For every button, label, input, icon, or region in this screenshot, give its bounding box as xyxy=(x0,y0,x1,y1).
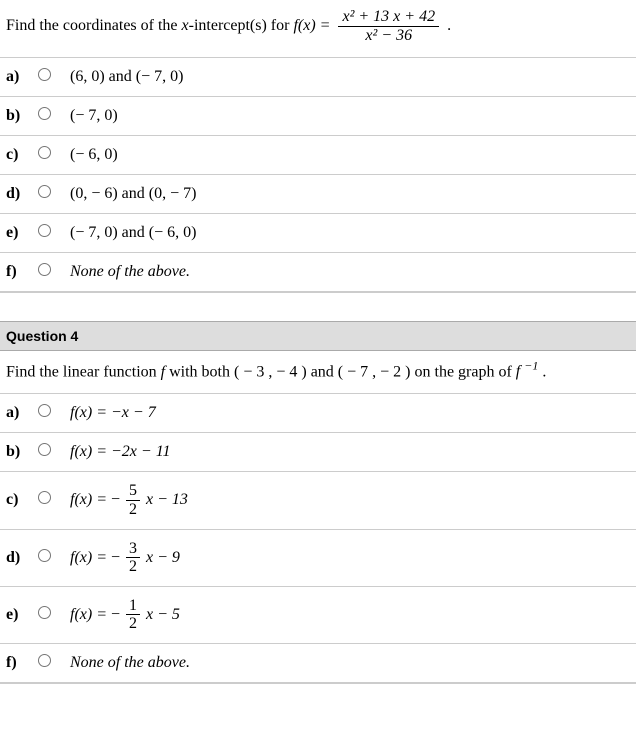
q3-option-d: d) (0, − 6) and (0, − 7) xyxy=(0,175,636,214)
q4-prompt-end: . xyxy=(542,363,546,380)
q3-prompt-func: f(x) = xyxy=(293,17,334,34)
option-text: f(x) = −2x − 11 xyxy=(64,433,636,472)
q3-radio-a[interactable] xyxy=(38,68,51,81)
option-text: f(x) = −x − 7 xyxy=(64,394,636,433)
q4-prompt-f: f xyxy=(161,363,169,380)
q4-option-e: e) f(x) = − 12 x − 5 xyxy=(0,586,636,643)
lhs: f(x) = xyxy=(70,491,111,508)
q4-header: Question 4 xyxy=(0,321,636,351)
q4-option-d: d) f(x) = − 32 x − 9 xyxy=(0,529,636,586)
num: 5 xyxy=(126,482,140,501)
lhs: f(x) = xyxy=(70,443,111,460)
option-text: (0, − 6) and (0, − 7) xyxy=(64,175,636,214)
option-label: e) xyxy=(0,214,32,253)
option-text: (6, 0) and (− 7, 0) xyxy=(64,58,636,97)
option-label: f) xyxy=(0,253,32,292)
q3-frac-den: x² − 36 xyxy=(338,27,439,45)
option-label: d) xyxy=(0,529,32,586)
option-text: None of the above. xyxy=(64,253,636,292)
den: 2 xyxy=(126,615,140,633)
num: 3 xyxy=(126,540,140,559)
q3-option-f: f) None of the above. xyxy=(0,253,636,292)
option-text: f(x) = − 52 x − 13 xyxy=(64,472,636,529)
pre: − xyxy=(111,548,124,565)
option-text: (− 7, 0) and (− 6, 0) xyxy=(64,214,636,253)
q3-radio-e[interactable] xyxy=(38,224,51,237)
spacer xyxy=(0,293,636,321)
q3-prompt: Find the coordinates of the x-intercept(… xyxy=(0,0,636,57)
q4-prompt-a: Find the linear function xyxy=(6,363,161,380)
q3-options: a) (6, 0) and (− 7, 0) b) (− 7, 0) c) (−… xyxy=(0,57,636,292)
q3-radio-b[interactable] xyxy=(38,107,51,120)
q4-prompt-inv: f −1 xyxy=(516,363,543,380)
option-text: f(x) = − 12 x − 5 xyxy=(64,586,636,643)
post: x − 13 xyxy=(142,491,188,508)
question-3: Find the coordinates of the x-intercept(… xyxy=(0,0,636,293)
option-label: a) xyxy=(0,394,32,433)
option-text: (− 6, 0) xyxy=(64,136,636,175)
option-text: (− 7, 0) xyxy=(64,97,636,136)
rhs: −2x − 11 xyxy=(111,443,171,460)
q3-radio-d[interactable] xyxy=(38,185,51,198)
fraction: 12 xyxy=(126,597,140,633)
pre: − xyxy=(111,605,124,622)
q3-fraction: x² + 13 x + 42 x² − 36 xyxy=(338,8,439,45)
q3-radio-f[interactable] xyxy=(38,263,51,276)
q4-radio-f[interactable] xyxy=(38,654,51,667)
option-text: f(x) = − 32 x − 9 xyxy=(64,529,636,586)
den: 2 xyxy=(126,501,140,519)
q4-option-b: b) f(x) = −2x − 11 xyxy=(0,433,636,472)
q3-option-e: e) (− 7, 0) and (− 6, 0) xyxy=(0,214,636,253)
q3-radio-c[interactable] xyxy=(38,146,51,159)
option-label: c) xyxy=(0,136,32,175)
lhs: f(x) = xyxy=(70,605,111,622)
rhs: −x − 7 xyxy=(111,404,156,421)
q4-option-c: c) f(x) = − 52 x − 13 xyxy=(0,472,636,529)
question-4: Find the linear function f with both ( −… xyxy=(0,351,636,684)
q3-prompt-prefix: Find the coordinates of the xyxy=(6,17,182,34)
q4-option-f: f) None of the above. xyxy=(0,643,636,682)
q3-option-b: b) (− 7, 0) xyxy=(0,97,636,136)
fraction: 32 xyxy=(126,540,140,576)
lhs: f(x) = xyxy=(70,404,111,421)
option-label: c) xyxy=(0,472,32,529)
num: 1 xyxy=(126,597,140,616)
option-label: d) xyxy=(0,175,32,214)
q3-prompt-suffix: . xyxy=(447,17,451,34)
post: x − 5 xyxy=(142,605,180,622)
q4-options: a) f(x) = −x − 7 b) f(x) = −2x − 11 c) f… xyxy=(0,393,636,683)
den: 2 xyxy=(126,558,140,576)
q4-radio-a[interactable] xyxy=(38,404,51,417)
q4-option-a: a) f(x) = −x − 7 xyxy=(0,394,636,433)
q3-option-c: c) (− 6, 0) xyxy=(0,136,636,175)
option-text: None of the above. xyxy=(64,643,636,682)
q4-prompt: Find the linear function f with both ( −… xyxy=(0,351,636,393)
lhs: f(x) = xyxy=(70,548,111,565)
q4-radio-d[interactable] xyxy=(38,549,51,562)
q3-prompt-mid: -intercept(s) for xyxy=(189,17,294,34)
option-label: b) xyxy=(0,433,32,472)
q4-radio-c[interactable] xyxy=(38,491,51,504)
option-label: b) xyxy=(0,97,32,136)
fraction: 52 xyxy=(126,482,140,518)
post: x − 9 xyxy=(142,548,180,565)
q3-prompt-var: x xyxy=(182,17,189,34)
q4-radio-b[interactable] xyxy=(38,443,51,456)
pre: − xyxy=(111,491,124,508)
q3-frac-num: x² + 13 x + 42 xyxy=(338,8,439,27)
option-label: a) xyxy=(0,58,32,97)
q4-prompt-b: with both ( − 3 , − 4 ) and ( − 7 , − 2 … xyxy=(169,363,516,380)
option-label: f) xyxy=(0,643,32,682)
q4-radio-e[interactable] xyxy=(38,606,51,619)
q3-option-a: a) (6, 0) and (− 7, 0) xyxy=(0,58,636,97)
option-label: e) xyxy=(0,586,32,643)
